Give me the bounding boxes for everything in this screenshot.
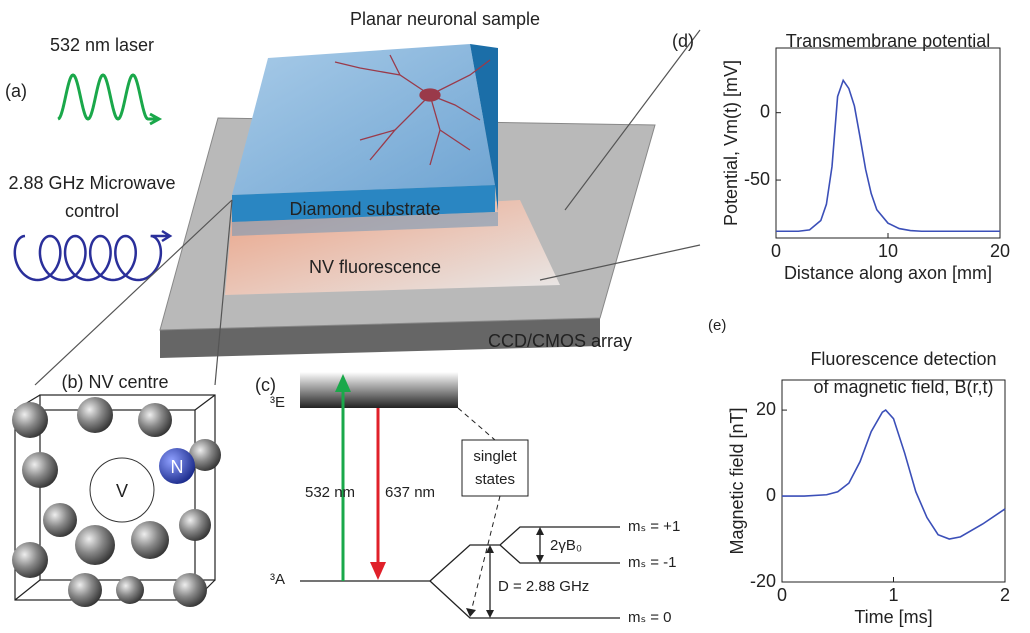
excited-band (300, 372, 458, 408)
x-tick-label: 10 (878, 241, 898, 261)
panel-label: (c) (255, 375, 276, 395)
singlet-label: states (475, 471, 515, 488)
diamond-label: Diamond substrate (289, 199, 440, 219)
ms-label: mₛ = 0 (628, 609, 672, 626)
plot-frame (782, 380, 1005, 582)
line (776, 80, 1000, 231)
dashed (471, 496, 500, 612)
chart-title: Fluorescence detection (810, 349, 996, 369)
microwave-coil (15, 231, 170, 280)
laser-label: 532 nm laser (50, 35, 154, 55)
y-tick-label: -50 (744, 169, 770, 189)
nitrogen-label: N (171, 457, 184, 477)
emit-label: 637 nm (385, 484, 435, 501)
level-label: ³E (270, 394, 285, 411)
panel-label: (d) (672, 31, 694, 51)
y-tick-label: 20 (756, 399, 776, 419)
microwave-label: 2.88 GHz Microwave (8, 173, 175, 193)
sample-label: Planar neuronal sample (350, 9, 540, 29)
y-tick-label: 0 (766, 485, 776, 505)
x-axis-label: Time [ms] (854, 607, 932, 627)
x-tick-label: 20 (990, 241, 1010, 261)
ms-label: mₛ = +1 (628, 518, 680, 535)
panel-label: (e) (708, 317, 726, 334)
microwave-label: control (65, 201, 119, 221)
panel-label: (a) (5, 81, 27, 101)
y-tick-label: 0 (760, 101, 770, 121)
array-label: CCD/CMOS array (488, 331, 632, 351)
x-tick-label: 2 (1000, 585, 1010, 605)
y-axis-label: Potential, Vm(t) [mV] (721, 60, 741, 226)
dashed (458, 408, 495, 440)
panel-label: (b) NV centre (61, 372, 168, 392)
x-tick-label: 0 (777, 585, 787, 605)
plot-frame (776, 48, 1000, 238)
absorb-label: 532 nm (305, 484, 355, 501)
arrowhead (370, 562, 386, 580)
zeeman-label: 2γB₀ (550, 537, 582, 554)
vacancy-label: V (116, 481, 128, 501)
line (782, 410, 1005, 539)
x-axis-label: Distance along axon [mm] (784, 263, 992, 283)
x-tick-label: 0 (771, 241, 781, 261)
diamond-top (232, 44, 495, 195)
zfs-label: D = 2.88 GHz (498, 578, 589, 595)
singlet-label: singlet (473, 448, 517, 465)
level-label: ³A (270, 571, 285, 588)
x-tick-label: 1 (888, 585, 898, 605)
ms-label: mₛ = -1 (628, 554, 677, 571)
y-axis-label: Magnetic field [nT] (727, 407, 747, 554)
y-tick-label: -20 (750, 571, 776, 591)
chart-title: of magnetic field, B(r,t) (813, 377, 993, 397)
chart-title: Transmembrane potential (786, 31, 990, 51)
laser-wave (58, 75, 159, 124)
fluorescence-label: NV fluorescence (309, 257, 441, 277)
figure: (a) 532 nm laser 2.88 GHz Microwave cont… (0, 0, 1030, 633)
